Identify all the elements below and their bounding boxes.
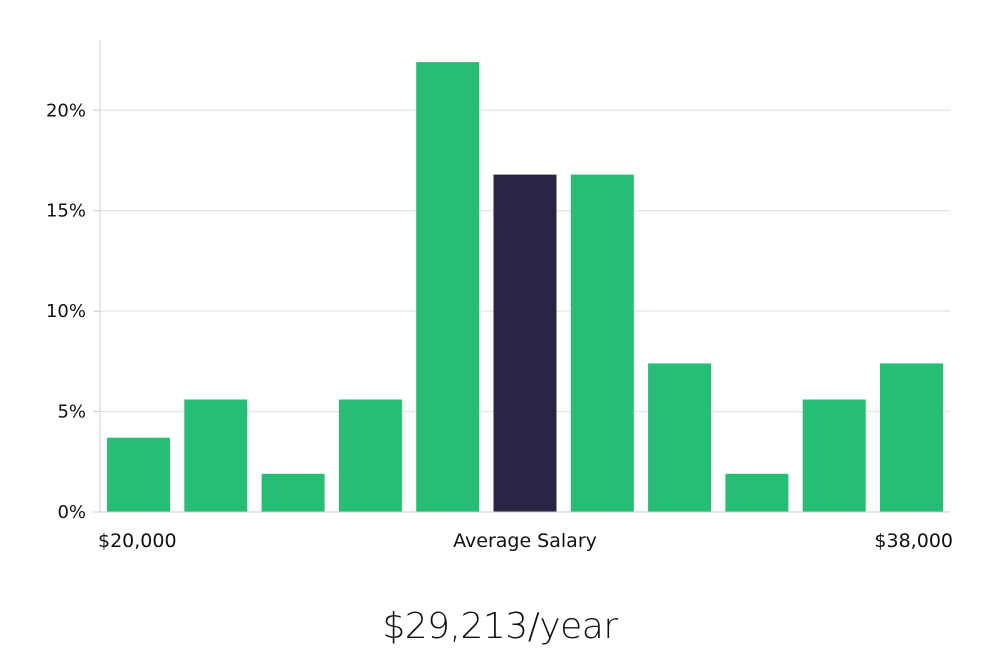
- bar: [416, 62, 480, 512]
- bar: [880, 363, 943, 512]
- y-tick-label: 10%: [46, 301, 86, 322]
- y-tick-label: 5%: [57, 402, 86, 423]
- y-tick-label: 20%: [46, 100, 86, 121]
- histogram-bars: [107, 62, 943, 512]
- salary-histogram-chart: 0% 5% 10% 15% 20% $20,000 Average Salary $38…: [46, 40, 953, 552]
- axes: 0% 5% 10% 15% 20%: [46, 40, 950, 523]
- bar: [725, 473, 789, 512]
- y-tick-label: 15%: [46, 201, 86, 222]
- bar: [184, 399, 248, 512]
- x-max-label: $38,000: [874, 530, 953, 552]
- bar: [802, 399, 866, 512]
- bar: [648, 363, 712, 512]
- bar-average-salary: [493, 174, 557, 512]
- bar: [107, 437, 170, 512]
- bar: [570, 174, 634, 512]
- x-min-label: $20,000: [98, 530, 177, 552]
- y-tick-label: 0%: [57, 502, 86, 523]
- x-axis-title: Average Salary: [453, 530, 597, 552]
- bar: [261, 473, 325, 512]
- bar: [338, 399, 402, 512]
- axis-labels: $20,000 Average Salary $38,000: [98, 530, 953, 552]
- average-salary-value: $29,213/year: [382, 606, 618, 647]
